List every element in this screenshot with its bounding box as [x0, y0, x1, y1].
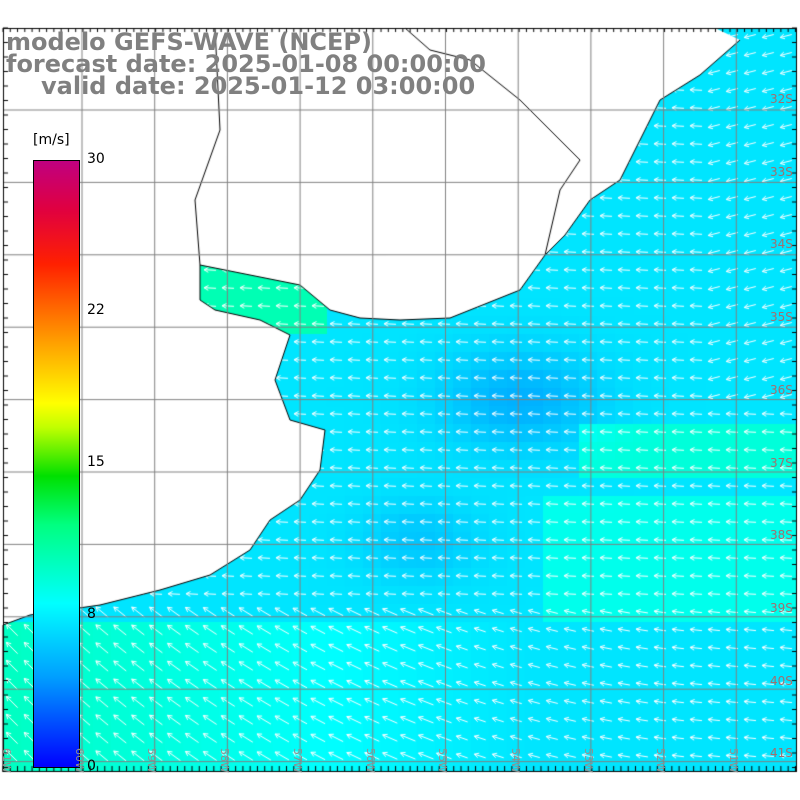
colorbar [33, 160, 80, 768]
lat-label: 32S [770, 92, 793, 106]
colorbar-label-15: 15 [87, 454, 105, 470]
lat-label: 36S [770, 382, 793, 397]
forecast-date: forecast date: 2025-01-08 00:00:00 [6, 50, 486, 78]
lon-label: 54W [508, 748, 522, 773]
model-title: modelo GEFS-WAVE (NCEP) [6, 28, 372, 56]
lat-label: 37S [770, 455, 793, 470]
lat-label: 35S [770, 310, 793, 325]
colorbar-unit: [m/s] [33, 132, 70, 148]
lat-label: 41S [770, 746, 793, 761]
valid-date: valid date: 2025-01-12 03:00:00 [41, 72, 476, 100]
colorbar-label-22: 22 [87, 302, 105, 318]
lon-label: 57W [290, 748, 304, 773]
lon-label: 58W [218, 748, 232, 773]
lon-label: 55W [436, 748, 450, 773]
lon-label: 61W [0, 748, 13, 773]
lon-label: 52W [654, 748, 668, 773]
lon-label: 51W [727, 748, 740, 773]
lat-label: 33S [770, 164, 793, 179]
lat-label: 39S [770, 600, 793, 615]
lon-label: 53W [581, 748, 595, 773]
colorbar-label-0: 0 [87, 758, 96, 774]
lat-label: 34S [770, 237, 793, 252]
lat-label: 38S [770, 528, 793, 543]
lon-label: 60W [72, 748, 86, 773]
lon-label: 59W [145, 748, 159, 773]
lon-label: 56W [363, 748, 377, 773]
lat-label: 40S [770, 673, 793, 688]
colorbar-label-8: 8 [87, 606, 96, 622]
colorbar-label-30: 30 [87, 151, 105, 167]
